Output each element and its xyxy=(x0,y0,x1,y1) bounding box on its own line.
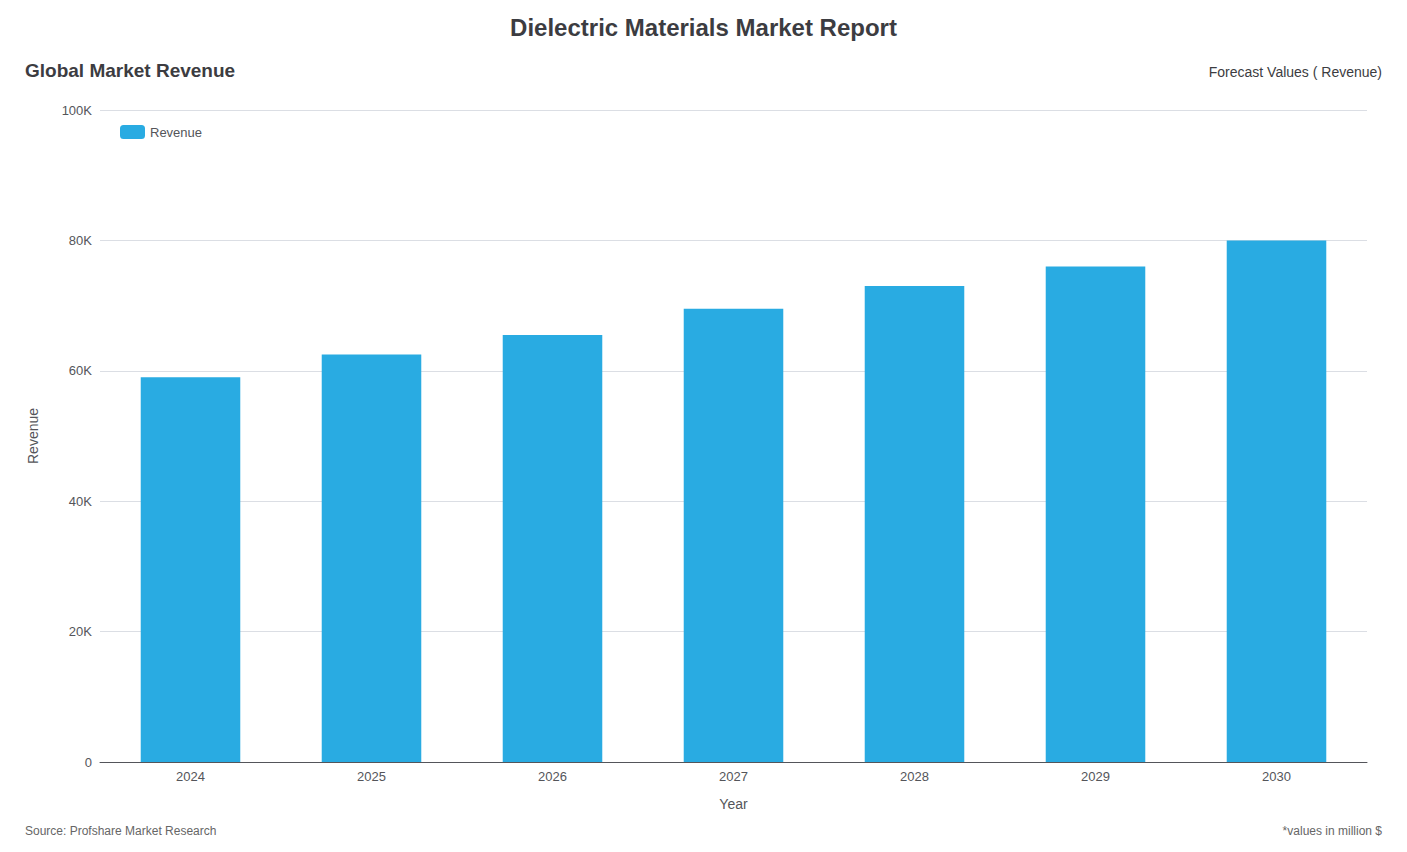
svg-text:*values in million $: *values in million $ xyxy=(1283,824,1383,838)
svg-text:20K: 20K xyxy=(69,624,92,639)
svg-text:Year: Year xyxy=(719,796,748,812)
svg-text:2025: 2025 xyxy=(357,769,386,784)
svg-text:2026: 2026 xyxy=(538,769,567,784)
svg-text:0: 0 xyxy=(85,755,92,770)
svg-text:60K: 60K xyxy=(69,363,92,378)
svg-text:Revenue: Revenue xyxy=(25,408,41,464)
svg-text:2024: 2024 xyxy=(176,769,205,784)
svg-text:Source: Profshare Market Resea: Source: Profshare Market Research xyxy=(25,824,216,838)
svg-text:80K: 80K xyxy=(69,233,92,248)
svg-text:2029: 2029 xyxy=(1081,769,1110,784)
svg-text:Global Market Revenue: Global Market Revenue xyxy=(25,60,235,81)
svg-text:2028: 2028 xyxy=(900,769,929,784)
svg-text:Revenue: Revenue xyxy=(150,125,202,140)
svg-text:2030: 2030 xyxy=(1262,769,1291,784)
svg-text:Dielectric Materials Market Re: Dielectric Materials Market Report xyxy=(510,14,897,41)
svg-text:Forecast Values ( Revenue): Forecast Values ( Revenue) xyxy=(1209,64,1382,80)
svg-text:100K: 100K xyxy=(62,103,93,118)
svg-text:40K: 40K xyxy=(69,494,92,509)
svg-text:2027: 2027 xyxy=(719,769,748,784)
